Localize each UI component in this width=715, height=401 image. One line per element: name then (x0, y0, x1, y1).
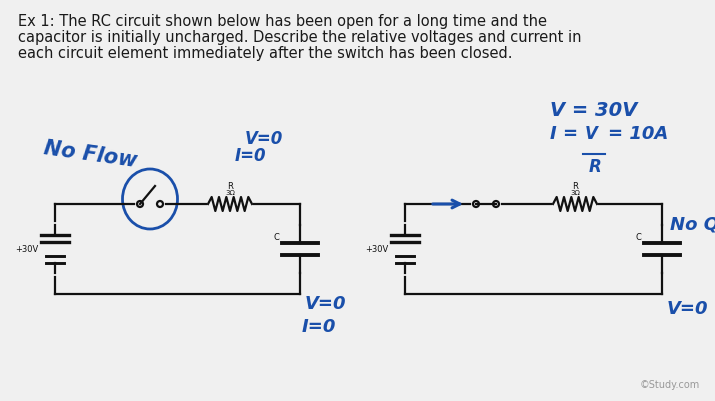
Text: V=0: V=0 (245, 130, 283, 148)
Text: V = 30V: V = 30V (550, 101, 637, 120)
Text: 3Ω: 3Ω (570, 190, 580, 196)
Text: +30V: +30V (15, 245, 38, 254)
Text: I=0: I=0 (302, 317, 336, 335)
Text: C: C (635, 233, 641, 241)
Text: Ex 1: The RC circuit shown below has been open for a long time and the: Ex 1: The RC circuit shown below has bee… (18, 14, 547, 29)
Text: R: R (589, 158, 602, 176)
Text: C: C (273, 233, 279, 241)
Text: ©Study.com: ©Study.com (640, 379, 700, 389)
Text: R: R (227, 182, 233, 190)
Text: capacitor is initially uncharged. Describe the relative voltages and current in: capacitor is initially uncharged. Descri… (18, 30, 581, 45)
Text: V: V (585, 125, 598, 143)
Text: V=0: V=0 (667, 299, 709, 317)
Text: V=0: V=0 (305, 294, 347, 312)
Text: I =: I = (550, 125, 578, 143)
Text: I=0: I=0 (235, 147, 267, 164)
Text: No Flow: No Flow (42, 138, 138, 171)
Text: 3Ω: 3Ω (225, 190, 235, 196)
Text: each circuit element immediately after the switch has been closed.: each circuit element immediately after t… (18, 46, 513, 61)
Text: +30V: +30V (365, 245, 388, 254)
Text: No Q: No Q (670, 215, 715, 233)
Text: R: R (572, 182, 578, 190)
Text: = 10A: = 10A (608, 125, 669, 143)
